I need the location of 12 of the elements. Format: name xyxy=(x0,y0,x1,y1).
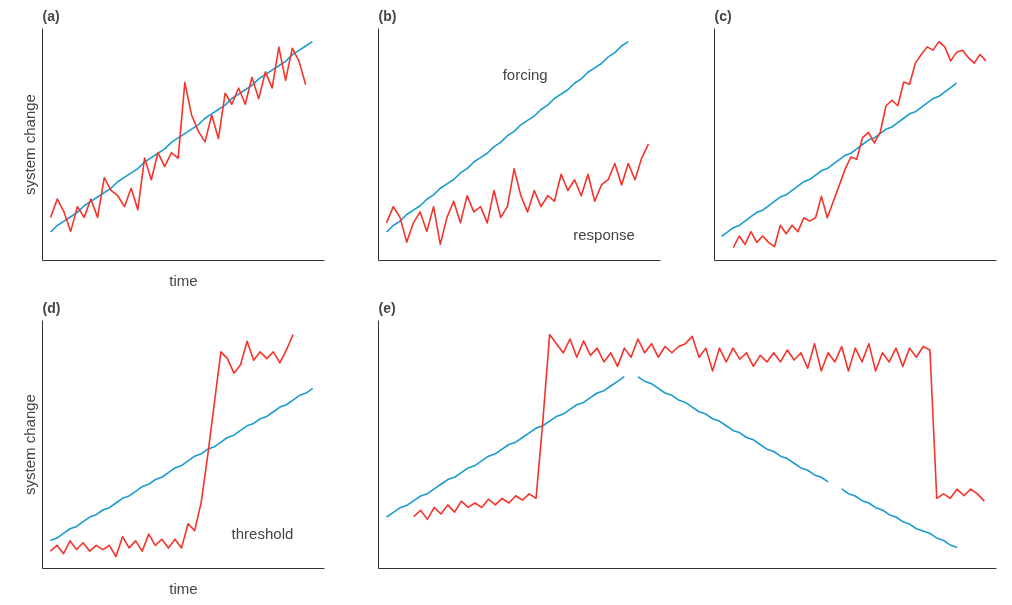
chart-title: (b) xyxy=(378,7,397,24)
chart-title: (c) xyxy=(714,7,732,24)
x-axis-title: time xyxy=(169,271,198,289)
annotation: response xyxy=(573,226,635,244)
y-axis-title: system change xyxy=(20,394,38,495)
x-axis-title: time xyxy=(169,579,198,597)
chart-title: (e) xyxy=(378,299,396,316)
y-axis-title: system change xyxy=(20,94,38,195)
annotation: forcing xyxy=(502,66,548,84)
chart-title: (a) xyxy=(42,7,60,24)
chart-title: (d) xyxy=(42,299,61,316)
annotation: threshold xyxy=(231,525,294,543)
